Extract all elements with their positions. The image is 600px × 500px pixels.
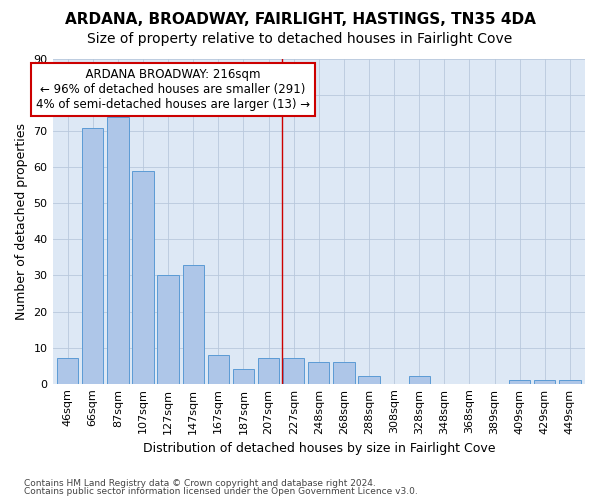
Bar <box>308 362 329 384</box>
Bar <box>258 358 279 384</box>
Text: Size of property relative to detached houses in Fairlight Cove: Size of property relative to detached ho… <box>88 32 512 46</box>
Bar <box>358 376 380 384</box>
Bar <box>283 358 304 384</box>
Text: Contains HM Land Registry data © Crown copyright and database right 2024.: Contains HM Land Registry data © Crown c… <box>24 478 376 488</box>
Bar <box>57 358 78 384</box>
Bar <box>409 376 430 384</box>
Bar <box>182 264 204 384</box>
Bar <box>559 380 581 384</box>
Text: ARDANA, BROADWAY, FAIRLIGHT, HASTINGS, TN35 4DA: ARDANA, BROADWAY, FAIRLIGHT, HASTINGS, T… <box>65 12 535 28</box>
Y-axis label: Number of detached properties: Number of detached properties <box>15 123 28 320</box>
Bar <box>82 128 103 384</box>
Bar <box>107 116 128 384</box>
Bar <box>132 171 154 384</box>
Text: ARDANA BROADWAY: 216sqm  
← 96% of detached houses are smaller (291)
4% of semi-: ARDANA BROADWAY: 216sqm ← 96% of detache… <box>36 68 310 111</box>
Bar <box>157 276 179 384</box>
Bar <box>534 380 556 384</box>
X-axis label: Distribution of detached houses by size in Fairlight Cove: Distribution of detached houses by size … <box>143 442 495 455</box>
Bar <box>333 362 355 384</box>
Text: Contains public sector information licensed under the Open Government Licence v3: Contains public sector information licen… <box>24 487 418 496</box>
Bar <box>208 355 229 384</box>
Bar <box>509 380 530 384</box>
Bar <box>233 370 254 384</box>
